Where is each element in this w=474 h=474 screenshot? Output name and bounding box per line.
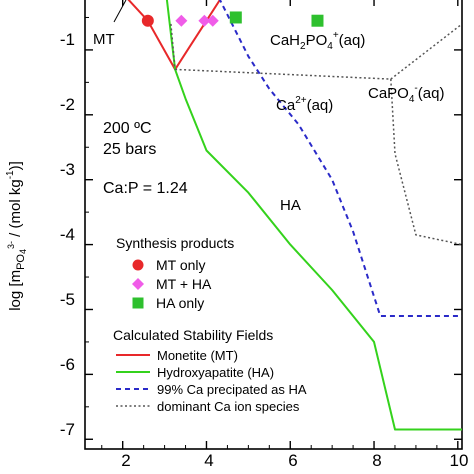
plot-frame: [84, 0, 463, 450]
cah2po4-tail: (aq): [339, 32, 366, 49]
mt-pointer: [113, 0, 127, 23]
y-tick-label--3: -3: [60, 160, 75, 179]
legend-monetite-label: Monetite (MT): [157, 348, 238, 363]
y-tick-label--5: -5: [60, 290, 75, 309]
series-line-dominant-ca-ion-species-1: [175, 68, 391, 80]
ylabel-sub: PO: [15, 254, 27, 270]
x-tick-label-10: 10: [450, 451, 469, 470]
x-tick-label-8: 8: [372, 451, 381, 470]
marker-ha-only-1: [311, 14, 324, 27]
series-line-dominant-ca-ion-species-3: [390, 79, 463, 246]
legend-dominant-label: dominant Ca ion species: [157, 399, 300, 414]
ylabel-sub2: 4: [18, 249, 28, 254]
series-lines: [127, 0, 463, 431]
ha-region-label: HA: [280, 197, 301, 214]
x-tick-label-4: 4: [204, 451, 213, 470]
y-tick-label--1: -1: [60, 30, 75, 49]
y-tick-label--4: -4: [60, 225, 75, 244]
fields-legend: Calculated Stability Fields Monetite (MT…: [113, 327, 307, 414]
legend-precip-label: 99% Ca precipated as HA: [157, 382, 307, 397]
ca-tail: (aq): [307, 97, 334, 114]
cah2po4-sup: +: [333, 30, 339, 41]
data-markers: [141, 11, 324, 27]
ylabel-main: log [m: [7, 270, 24, 311]
capo4-sub: 4: [409, 94, 415, 105]
series-line-monetite-mt: [127, 0, 222, 71]
y-axis-label: log [mPO43- / (mol kg-1)]: [5, 161, 28, 311]
y-tick-label--2: -2: [60, 95, 75, 114]
y-tick-label--6: -6: [60, 355, 75, 374]
fields-legend-title: Calculated Stability Fields: [113, 327, 273, 343]
cah2po4-mid: PO: [306, 32, 328, 49]
legend-ha-only-marker: [132, 297, 144, 309]
legend-mt-only-label: MT only: [156, 257, 206, 273]
marker-mt-ha-0: [175, 14, 188, 27]
legend-mt-only-marker: [132, 259, 144, 271]
ca-sup: 2+: [295, 95, 307, 106]
capo4-tail: (aq): [418, 85, 445, 102]
marker-ha-only-0: [229, 11, 242, 24]
temperature-label: 200 ºC: [103, 120, 152, 137]
products-legend-title: Synthesis products: [116, 235, 234, 251]
axis-ticks: [85, 0, 462, 449]
ca-region-label: Ca2+(aq): [276, 95, 333, 114]
series-line-hydroxyapatite-ha: [165, 0, 462, 431]
capo4-region-label: CaPO4-(aq): [368, 83, 444, 105]
marker-mt-ha-2: [206, 14, 219, 27]
series-line-dominant-ca-ion-species-0: [170, 23, 176, 70]
ratio-label: Ca:P = 1.24: [103, 180, 188, 197]
x-tick-label-2: 2: [121, 451, 130, 470]
ylabel-sup2: -1: [5, 170, 16, 179]
legend-mt-ha-label: MT + HA: [156, 276, 212, 292]
mt-region-label: MT: [93, 31, 115, 48]
legend-mt-ha-marker: [132, 278, 144, 290]
series-line-dominant-ca-ion-species-2: [390, 23, 463, 80]
ca-main: Ca: [276, 97, 296, 114]
capo4-sup: -: [414, 83, 417, 94]
legend-hydroxyapatite-label: Hydroxyapatite (HA): [157, 365, 274, 380]
x-tick-label-6: 6: [288, 451, 297, 470]
cah2po4-main: CaH: [270, 32, 300, 49]
y-tick-label--7: -7: [60, 420, 75, 439]
capo4-main: CaPO: [368, 85, 409, 102]
pressure-label: 25 bars: [103, 141, 156, 158]
series-line-99-ca-precipated-as-ha: [218, 0, 462, 317]
cah2po4-sub2: 4: [327, 41, 333, 52]
legend-ha-only-label: HA only: [156, 295, 204, 311]
marker-mt-only-0: [141, 14, 154, 27]
ylabel-sup: 3-: [6, 241, 16, 249]
products-legend: Synthesis products MT only MT + HA HA on…: [116, 235, 234, 311]
ylabel-tail: / (mol kg: [7, 179, 24, 241]
cah2po4-sub: 2: [300, 41, 306, 52]
ylabel-end: )]: [7, 161, 24, 170]
cah2po4-region-label: CaH2PO4+(aq): [270, 30, 365, 52]
marker-mt-ha-1: [198, 14, 211, 27]
